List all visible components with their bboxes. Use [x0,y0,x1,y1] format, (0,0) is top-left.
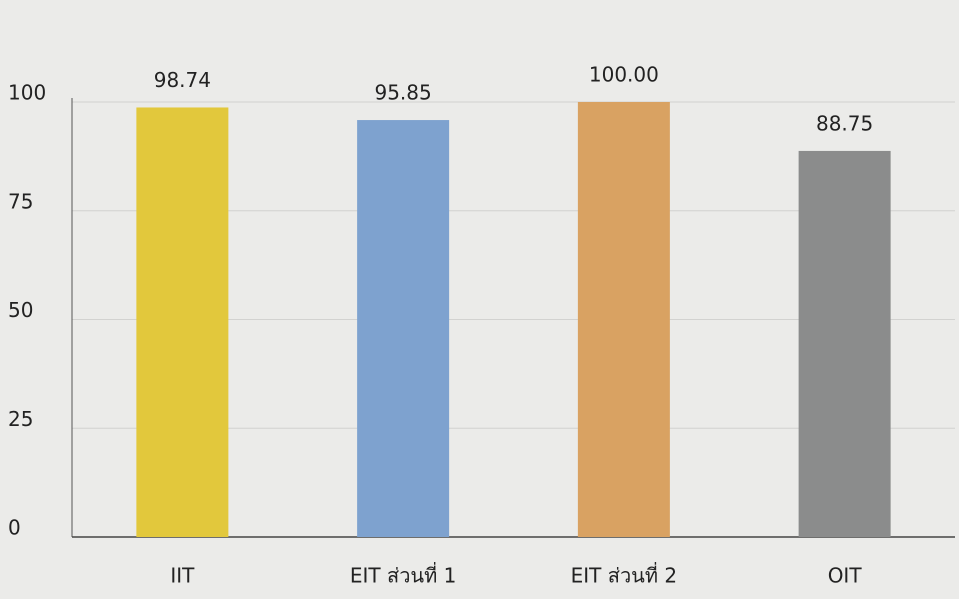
bar [357,120,450,538]
value-label: 88.75 [816,111,873,135]
value-label: 95.85 [374,81,431,105]
y-tick-label: 100 [8,81,46,105]
value-label: 98.74 [154,68,211,92]
x-tick-label: OIT [828,564,863,588]
bar [136,107,229,537]
bar [577,102,670,537]
value-label: 100.00 [589,63,659,87]
y-tick-label: 75 [8,189,33,213]
x-tick-label: EIT ส่วนที่ 1 [350,562,456,588]
bar [798,150,891,537]
x-tick-label: IIT [170,564,195,588]
y-tick-label: 0 [8,516,21,540]
y-tick-label: 50 [8,298,33,322]
x-tick-label: EIT ส่วนที่ 2 [571,562,677,588]
y-tick-label: 25 [8,407,33,431]
